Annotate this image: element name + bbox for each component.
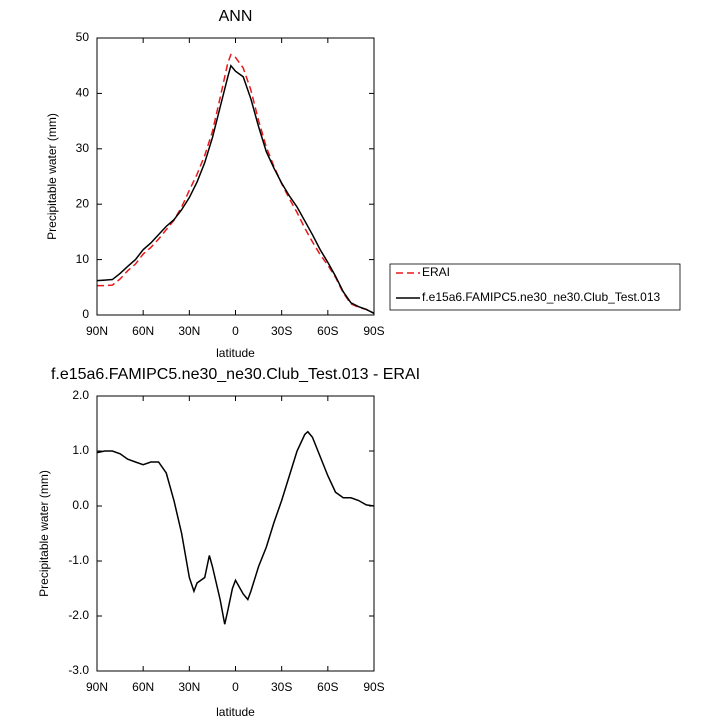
y-tick-label: 40 — [76, 86, 90, 100]
x-tick-label: 60N — [132, 324, 154, 338]
y-tick-label: 2.0 — [72, 388, 89, 402]
chart-title: ANN — [219, 8, 253, 25]
y-tick-label: 0.0 — [72, 498, 89, 512]
y-axis-label: Precipitable water (mm) — [45, 113, 59, 240]
legend-label: f.e15a6.FAMIPC5.ne30_ne30.Club_Test.013 — [422, 290, 660, 304]
x-tick-label: 0 — [232, 680, 239, 694]
y-tick-label: 1.0 — [72, 443, 89, 457]
plot-frame — [96, 395, 375, 672]
y-tick-label: 10 — [76, 252, 90, 266]
x-tick-label: 30N — [178, 324, 200, 338]
plot-frame — [96, 37, 375, 316]
x-tick-label: 90S — [363, 324, 384, 338]
x-tick-label: 0 — [232, 324, 239, 338]
x-tick-label: 60N — [132, 680, 154, 694]
data-line — [97, 53, 375, 315]
x-tick-label: 60S — [317, 680, 338, 694]
chart-title: f.e15a6.FAMIPC5.ne30_ne30.Club_Test.013 … — [51, 366, 420, 383]
x-tick-label: 90N — [86, 324, 108, 338]
legend-box — [389, 263, 681, 311]
x-tick-label: 30S — [271, 680, 292, 694]
y-axis-label: Precipitable water (mm) — [37, 470, 51, 597]
y-tick-label: -2.0 — [68, 608, 89, 622]
x-tick-label: 90S — [363, 680, 384, 694]
x-axis-label: latitude — [216, 705, 255, 719]
data-line — [96, 430, 375, 625]
y-tick-label: -3.0 — [68, 663, 89, 677]
y-tick-label: 20 — [76, 196, 90, 210]
y-tick-label: -1.0 — [68, 553, 89, 567]
y-tick-label: 0 — [82, 307, 89, 321]
x-tick-label: 30N — [178, 680, 200, 694]
x-tick-label: 90N — [86, 680, 108, 694]
legend-label: ERAI — [422, 265, 450, 279]
data-line — [96, 64, 375, 315]
x-tick-label: 30S — [271, 324, 292, 338]
y-tick-label: 30 — [76, 141, 90, 155]
x-tick-label: 60S — [317, 324, 338, 338]
x-axis-label: latitude — [216, 346, 255, 360]
y-tick-label: 50 — [76, 30, 90, 44]
